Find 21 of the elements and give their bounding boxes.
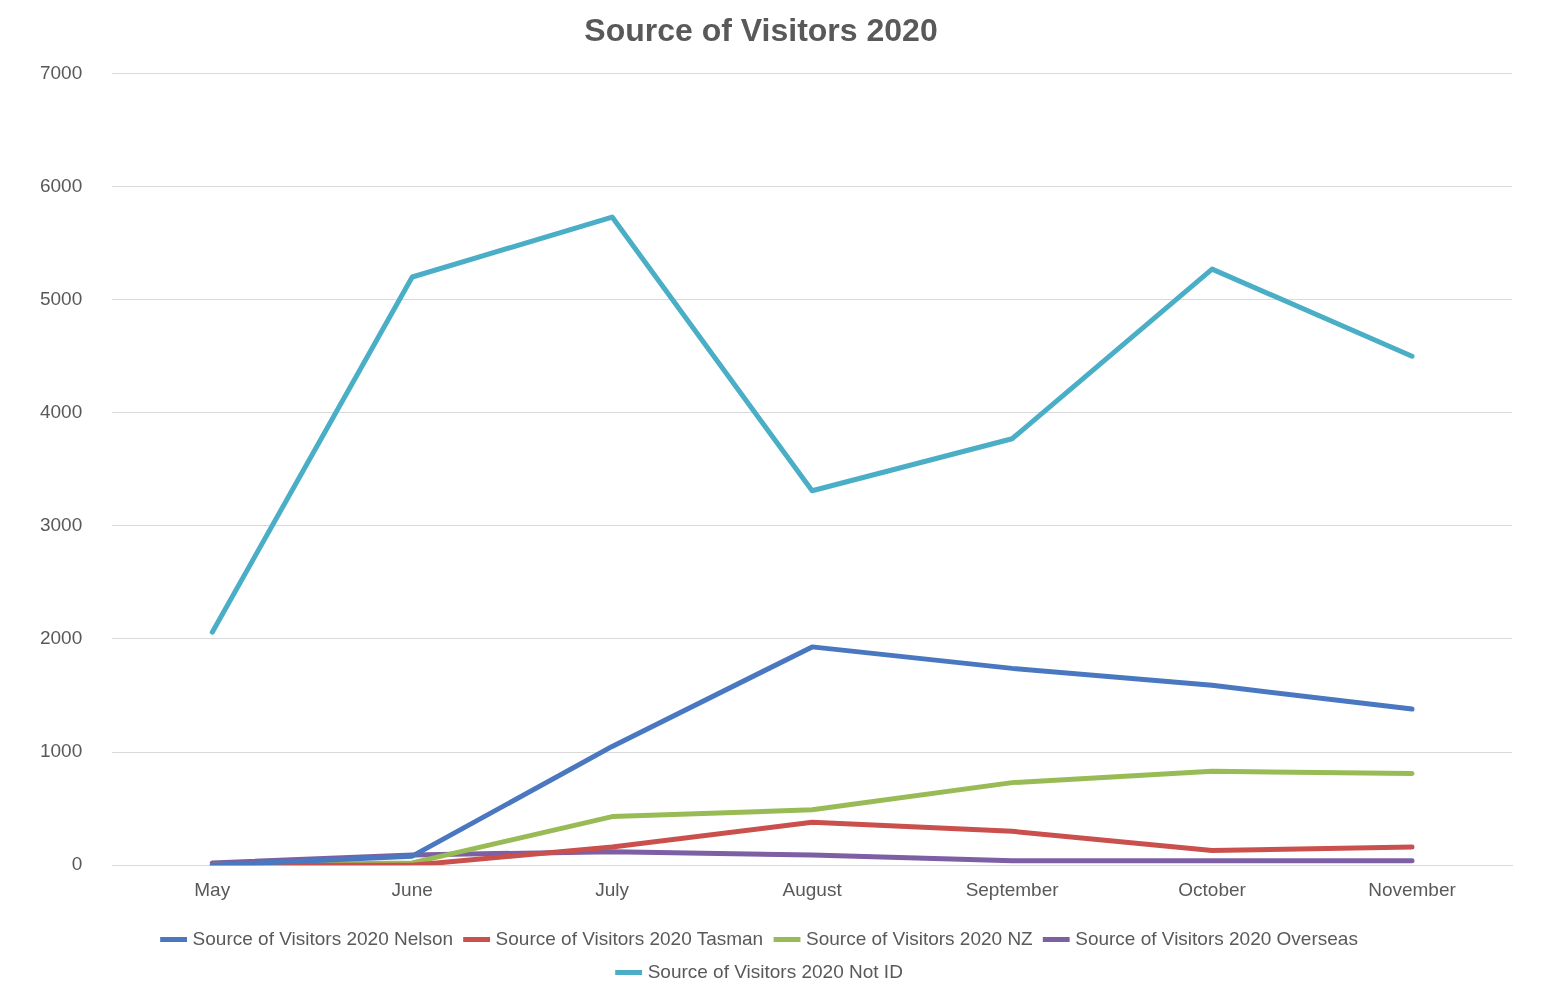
- chart-title: Source of Visitors 2020: [584, 12, 938, 49]
- x-tick-label: July: [595, 878, 630, 900]
- y-tick-label: 4000: [39, 400, 83, 422]
- y-tick-label: 6000: [39, 174, 83, 196]
- legend-label: Source of Visitors 2020 NZ: [806, 927, 1034, 949]
- x-tick-label: June: [391, 878, 433, 900]
- y-tick-label: 7000: [39, 61, 83, 83]
- y-tick-label: 3000: [39, 514, 83, 536]
- x-tick-label: October: [1178, 878, 1247, 900]
- legend-label: Source of Visitors 2020 Overseas: [1075, 927, 1358, 949]
- y-tick-label: 0: [71, 853, 83, 875]
- x-tick-label: May: [194, 878, 231, 900]
- legend-label: Source of Visitors 2020 Tasman: [495, 927, 764, 949]
- y-tick-label: 2000: [39, 627, 83, 649]
- legend-label: Source of Visitors 2020 Nelson: [192, 927, 454, 949]
- legend-label: Source of Visitors 2020 Not ID: [647, 960, 903, 982]
- x-tick-label: November: [1368, 878, 1457, 900]
- y-tick-label: 5000: [39, 287, 83, 309]
- x-tick-label: August: [782, 878, 843, 900]
- x-tick-label: September: [965, 878, 1060, 900]
- y-tick-label: 1000: [39, 740, 83, 762]
